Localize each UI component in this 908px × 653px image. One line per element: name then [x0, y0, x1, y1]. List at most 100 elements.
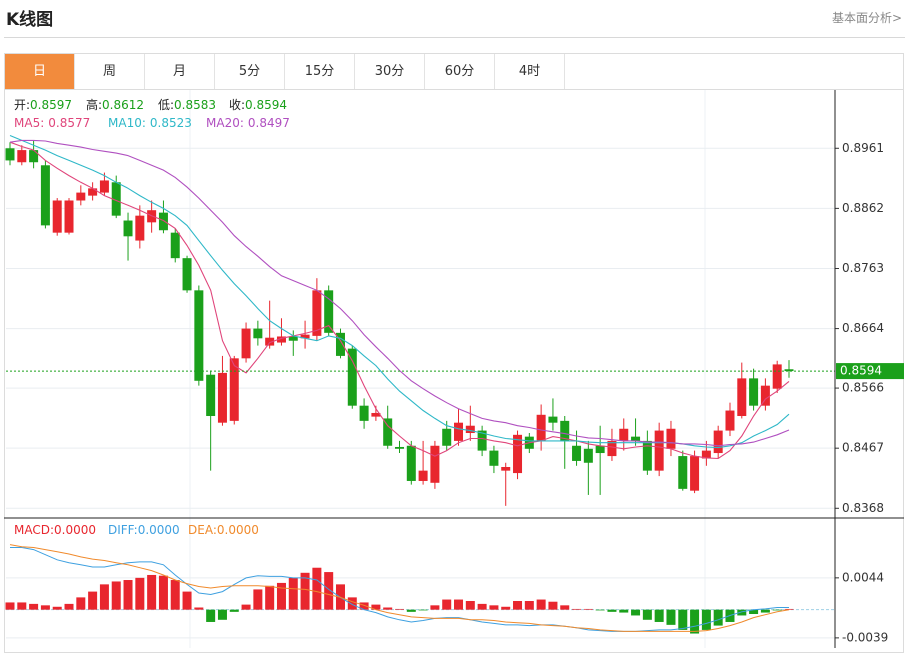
macd-bar: [253, 589, 263, 610]
ohlc-info: 开:0.8597: [14, 98, 72, 112]
macd-bar: [631, 609, 641, 616]
ohlc-value: 0.8583: [174, 98, 216, 112]
macd-bar: [713, 609, 723, 626]
candle-body: [324, 290, 334, 333]
macd-bar: [359, 602, 369, 610]
y-tick-label: 0.8862: [842, 201, 884, 215]
period-tab[interactable]: 日: [5, 54, 75, 89]
period-tabs: 日周月 5分 15分 30分 60分 4时: [5, 54, 904, 90]
fundamentals-link[interactable]: 基本面分析>: [831, 11, 902, 25]
macd-bar: [430, 605, 440, 610]
macd-bar: [147, 574, 157, 610]
macd-bar: [513, 600, 523, 610]
period-tab[interactable]: 60分: [425, 54, 495, 89]
period-tab[interactable]: 5分: [215, 54, 285, 89]
macd-bar: [760, 609, 770, 613]
macd-bar: [749, 609, 759, 615]
period-tab[interactable]: 周: [75, 54, 145, 89]
macd-bar: [501, 606, 511, 610]
y-tick-label: 0.0044: [842, 570, 884, 584]
candle-body: [737, 378, 747, 417]
ohlc-info: 低:0.8583: [158, 98, 216, 112]
macd-bar: [595, 609, 605, 611]
ma-line: [9, 139, 790, 447]
ma-legend: MA10: 0.8523: [108, 116, 192, 130]
macd-line: [9, 544, 790, 632]
macd-bar: [737, 609, 747, 616]
macd-legend-value: 0.0000: [54, 523, 96, 537]
y-tick-label: 0.8368: [842, 501, 884, 515]
ma-legend-name: MA5:: [14, 116, 44, 130]
ma-line: [9, 134, 790, 449]
candle-body: [123, 220, 133, 237]
candle-body: [17, 150, 27, 163]
macd-bar: [29, 603, 39, 610]
macd-legend-value: 0.0000: [217, 523, 259, 537]
y-tick-label: 0.8467: [842, 441, 884, 455]
ohlc-value: 0.8612: [102, 98, 144, 112]
macd-bar: [583, 608, 593, 610]
candle-body: [52, 200, 62, 233]
candle-body: [300, 334, 310, 339]
candle-body: [217, 372, 227, 423]
candle-body: [265, 337, 275, 346]
candle-body: [99, 180, 109, 193]
macd-bar: [229, 609, 239, 612]
macd-bar: [784, 608, 794, 610]
macd-bar: [17, 602, 27, 610]
macd-bar: [454, 599, 464, 610]
macd-bar: [265, 585, 275, 610]
candle-body: [5, 148, 15, 161]
candle-body: [395, 446, 404, 449]
macd-bar: [395, 608, 404, 610]
macd-legend-value: 0.0000: [138, 523, 180, 537]
macd-bar: [158, 575, 168, 610]
divider: [4, 37, 905, 38]
macd-bar: [111, 581, 121, 610]
macd-bar: [347, 597, 357, 610]
macd-bar: [182, 591, 192, 610]
macd-bar: [170, 580, 180, 610]
ma-legend-name: MA10:: [108, 116, 146, 130]
macd-bar: [135, 577, 145, 610]
candle-body: [194, 290, 204, 381]
period-tab[interactable]: 30分: [355, 54, 425, 89]
macd-legend-name: DIFF:: [108, 523, 138, 537]
period-tab[interactable]: 4时: [495, 54, 565, 89]
macd-legend: DIFF:0.0000: [108, 523, 180, 537]
last-price-box: [836, 363, 904, 380]
candle-body: [288, 336, 298, 341]
ohlc-info: 高:0.8612: [86, 97, 144, 112]
macd-bar: [772, 609, 782, 611]
macd-bar: [548, 601, 558, 610]
candle-body: [760, 385, 770, 406]
candle-body: [135, 215, 145, 241]
candle-body: [489, 450, 499, 466]
candle-body: [40, 165, 50, 226]
macd-bar: [76, 597, 86, 610]
macd-bar: [40, 605, 50, 610]
candle-body: [229, 358, 239, 421]
macd-bar: [383, 607, 393, 610]
candle-body: [383, 418, 393, 446]
macd-bar: [5, 602, 15, 610]
candle-body: [430, 445, 440, 483]
macd-bar: [194, 607, 204, 610]
candle-body: [595, 445, 605, 454]
ma-legend-value: 0.8577: [48, 116, 90, 130]
candle-body: [560, 420, 570, 441]
period-tab[interactable]: 15分: [285, 54, 355, 89]
macd-bar: [701, 609, 711, 630]
ohlc-value: 0.8594: [245, 98, 287, 112]
macd-bar: [678, 609, 688, 630]
ma-legend: MA5: 0.8577: [14, 116, 90, 130]
macd-bar: [654, 609, 664, 622]
candle-body: [713, 430, 723, 454]
period-tab[interactable]: 月: [145, 54, 215, 89]
candle-body: [347, 348, 357, 406]
candle-body: [690, 456, 700, 491]
candle-body: [335, 332, 345, 356]
macd-bar: [418, 609, 428, 611]
candle-body: [88, 188, 98, 196]
